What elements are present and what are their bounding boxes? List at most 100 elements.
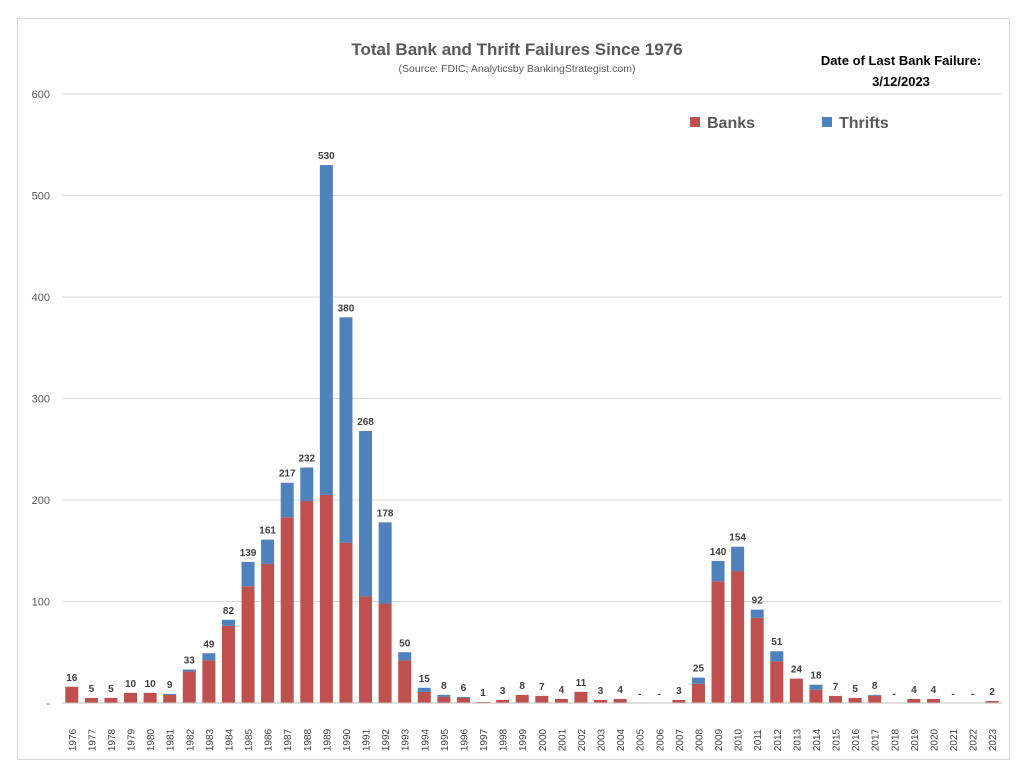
x-tick-label: 2022 [969,728,980,751]
bar-banks [300,501,314,703]
legend-thrifts: Thrifts [822,115,889,133]
bar-banks [359,596,373,703]
bar-banks [241,586,255,703]
x-tick-label: 1981 [166,728,177,751]
x-tick-label: 2005 [636,728,647,751]
data-label: 3 [500,686,506,697]
data-label: 8 [441,681,447,692]
bar-banks [535,695,549,703]
bar-thrifts [691,677,705,684]
data-label: 10 [125,679,137,690]
data-label: 232 [298,454,315,465]
bar-thrifts [261,539,275,564]
y-tick-label: - [46,698,50,710]
data-label: - [658,689,661,700]
data-label: 154 [729,533,746,544]
x-tick-label: 2021 [949,728,960,751]
x-tick-label: 1978 [107,728,118,751]
bar-thrifts [319,165,333,495]
bar-thrifts [339,317,353,543]
chart-subtitle: (Source: FDIC; Analyticsby BankingStrate… [398,63,636,75]
x-tick-label: 1991 [362,728,373,751]
last-failure-label: Date of Last Bank Failure: [820,53,982,68]
bar-banks [65,686,79,703]
bar-thrifts [437,694,451,697]
bar-banks [848,697,862,703]
data-label: - [951,689,954,700]
bar-banks [985,700,999,703]
bar-banks [339,542,353,703]
bar-banks [613,698,627,703]
bar-banks [594,699,608,703]
chart-title: Total Bank and Thrift Failures Since 197… [351,40,683,59]
x-tick-label: 1988 [303,728,314,751]
x-tick-label: 1993 [401,728,412,751]
bar-thrifts [359,430,373,597]
x-tick-label: 2017 [871,728,882,751]
x-tick-label: 1989 [322,728,333,751]
x-tick-label: 2013 [792,728,803,751]
data-label: 25 [693,664,705,675]
data-label: 11 [576,678,587,689]
bar-banks [711,581,725,703]
data-label: 8 [872,681,878,692]
bar-thrifts [770,651,784,662]
data-label: 49 [203,639,215,650]
data-label: 268 [357,417,374,428]
data-label: 82 [223,606,235,617]
x-tick-label: 1986 [264,728,275,751]
x-tick-label: 1997 [479,728,490,751]
data-label: 24 [791,665,803,676]
bar-thrifts [300,467,314,502]
x-tick-label: 2006 [655,728,666,751]
bar-thrifts [182,669,196,672]
data-label: 3 [676,686,682,697]
data-label: 217 [279,469,296,480]
x-tick-label: 2004 [616,728,627,751]
x-tick-label: 1983 [205,728,216,751]
bar-banks [437,696,451,703]
bar-banks [789,678,803,703]
bar-banks [163,694,177,703]
data-label: 6 [461,683,467,694]
legend-banks-label: Banks [707,115,756,132]
x-tick-label: 1976 [68,728,79,751]
x-tick-label: 1990 [342,728,353,751]
x-tick-label: 2012 [773,728,784,751]
data-label: 4 [911,685,917,696]
data-label: 3 [598,686,604,697]
x-tick-label: 2011 [753,729,764,751]
bar-banks [476,701,490,703]
legend-banks-swatch [690,117,700,127]
x-tick-label: 2002 [577,728,588,751]
data-label: 5 [89,684,95,695]
bar-banks [672,699,686,703]
bar-banks [143,692,157,703]
bar-banks [496,699,510,703]
x-tick-label: 2009 [714,728,725,751]
bar-thrifts [378,522,392,604]
x-tick-label: 1999 [518,728,529,751]
bar-thrifts [711,560,725,582]
bar-banks [809,689,823,703]
x-tick-label: 2023 [988,728,999,751]
data-label: 380 [338,303,355,314]
data-label: 92 [752,596,764,607]
legend-banks: Banks [690,115,755,133]
bar-banks [104,697,118,703]
bar-thrifts [241,561,255,587]
x-tick-label: 1982 [185,728,196,751]
y-tick-label: 100 [32,597,50,609]
x-tick-label: 1994 [420,728,431,751]
data-label: 4 [931,685,937,696]
data-label: 9 [167,680,173,691]
bar-banks [731,571,745,703]
x-tick-label: 2020 [929,728,940,751]
data-label: 7 [833,682,839,693]
x-tick-label: 1992 [381,728,392,751]
bar-thrifts [456,696,470,698]
bar-thrifts [868,694,882,696]
x-tick-label: 2001 [557,728,568,751]
x-tick-label: 1987 [283,728,294,751]
x-tick-label: 1998 [499,728,510,751]
